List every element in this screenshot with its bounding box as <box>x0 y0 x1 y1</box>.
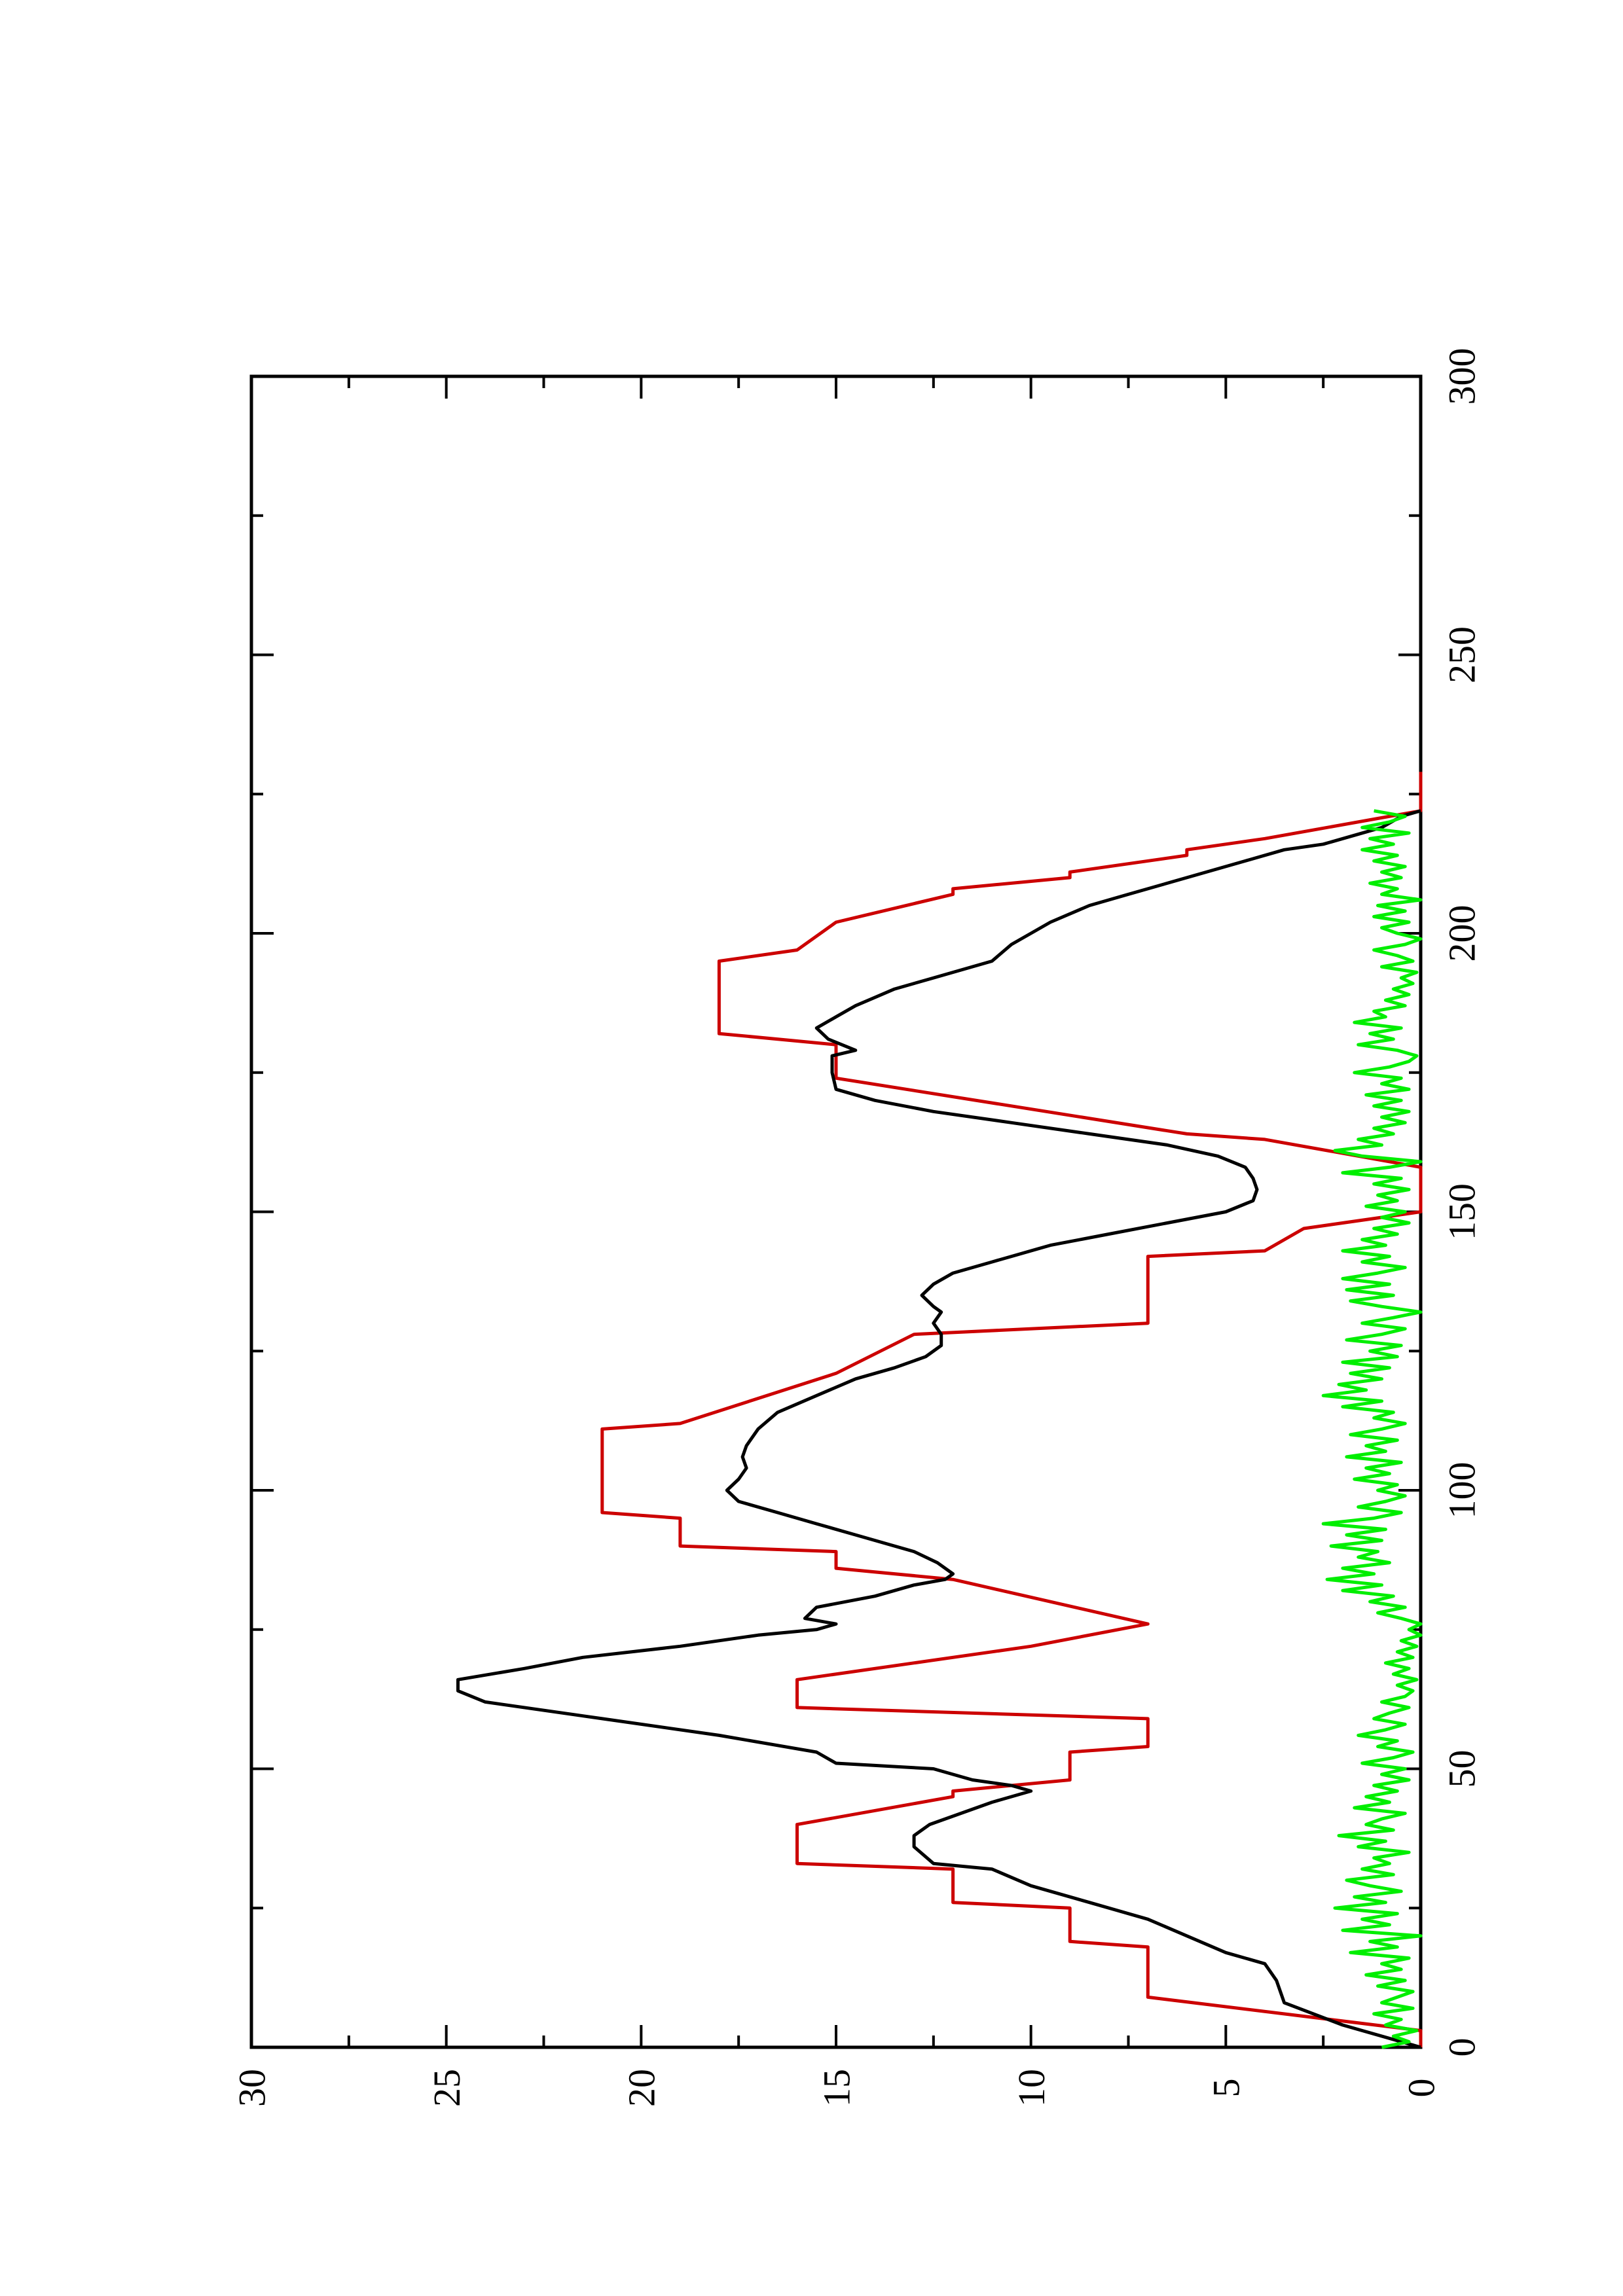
series-layer <box>456 772 1423 2049</box>
series-line-1 <box>600 772 1423 2047</box>
x-tick-label: 100 <box>1440 1462 1483 1519</box>
y-tick-label: 10 <box>1010 2069 1053 2107</box>
y-tick-label: 30 <box>230 2069 273 2107</box>
y-tick-label: 25 <box>426 2069 468 2107</box>
x-tick-label: 300 <box>1440 348 1483 405</box>
plot-frame <box>249 374 1423 2049</box>
y-tick-label: 5 <box>1205 2079 1248 2098</box>
y-tick-label: 0 <box>1400 2079 1442 2098</box>
y-tick-label: 20 <box>621 2069 663 2107</box>
x-tick-label: 200 <box>1440 905 1483 962</box>
series-line-2 <box>456 809 1421 2049</box>
x-tick-label: 150 <box>1440 1183 1483 1240</box>
x-tick-label: 0 <box>1440 2038 1483 2057</box>
tick-labels: 0 50 100 150 200 250 300 0 5 10 15 20 25 30 <box>230 348 1483 2108</box>
series-line-3 <box>1321 809 1423 2049</box>
x-tick-label: 250 <box>1440 626 1483 683</box>
axis-ticks <box>250 375 1422 2049</box>
y-tick-label: 15 <box>815 2069 858 2107</box>
x-tick-label: 50 <box>1440 1750 1483 1788</box>
